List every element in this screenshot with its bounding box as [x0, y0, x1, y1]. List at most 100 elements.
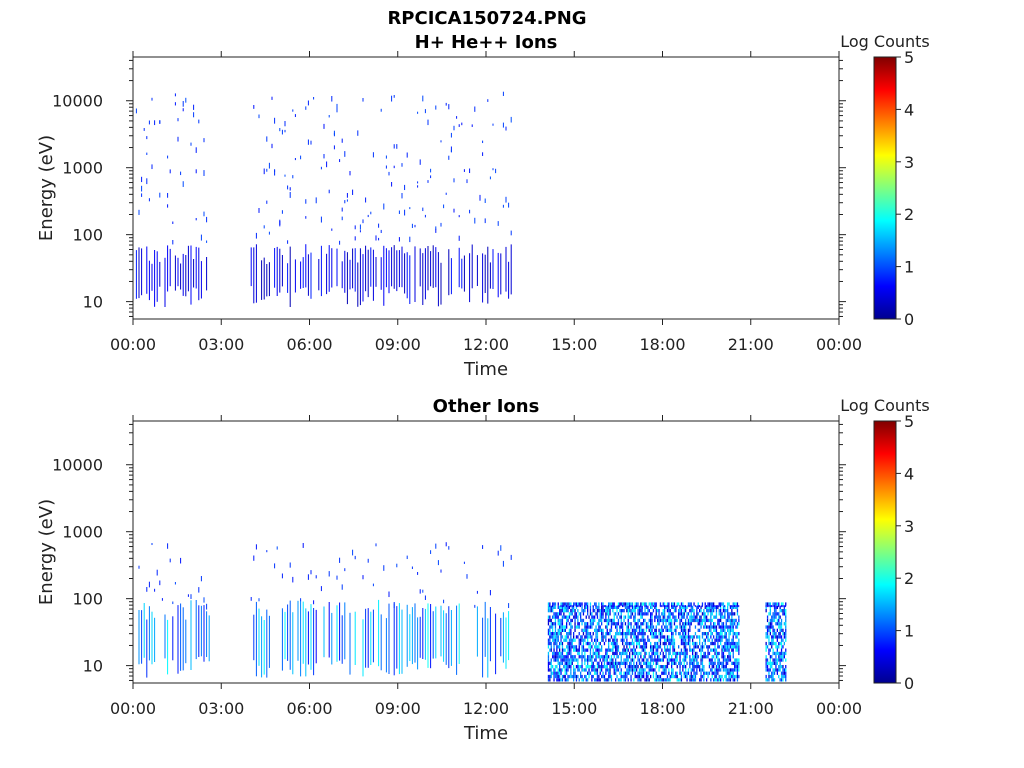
spectrogram-cell — [637, 658, 639, 662]
spectrogram-cell — [560, 605, 562, 609]
spectrogram-cell — [665, 638, 667, 642]
spectrogram-cell — [766, 632, 769, 636]
spectrogram-cell — [685, 622, 687, 626]
spectrogram-cell — [732, 671, 734, 675]
spectrogram-cell — [641, 665, 643, 669]
spectrogram-cell — [671, 661, 673, 665]
spectrogram-cell — [671, 655, 673, 659]
spectrogram-speckle — [159, 192, 161, 198]
spectrogram-cell — [682, 622, 684, 626]
spectrogram-cell — [601, 665, 603, 669]
spectrogram-cell — [582, 632, 585, 636]
spectrogram-cell — [717, 671, 719, 675]
spectrogram-cell — [596, 609, 599, 613]
spectrogram-speckle — [313, 97, 315, 100]
spectrogram-cell — [671, 605, 673, 609]
spectrogram-cell — [658, 615, 660, 619]
spectrogram-cell — [779, 641, 781, 646]
spectrogram-speckle — [315, 575, 317, 579]
spectrogram-cell — [658, 632, 660, 636]
spectrogram-cell — [765, 674, 767, 679]
spectrogram-streak — [302, 601, 304, 664]
spectrogram-cell — [644, 618, 646, 623]
spectrogram-cell — [732, 625, 734, 629]
x-tick-label: 18:00 — [639, 699, 685, 718]
spectrogram-cell — [713, 605, 715, 609]
spectrogram-cell — [711, 665, 713, 669]
spectrogram-cell — [627, 678, 629, 682]
spectrogram-cell — [727, 671, 729, 675]
spectrogram-cell — [665, 628, 667, 632]
spectrogram-cell — [669, 678, 671, 682]
spectrogram-cell — [713, 625, 715, 629]
spectrogram-cell — [769, 648, 771, 652]
spectrogram-cell — [589, 602, 592, 606]
spectrogram-cell — [613, 605, 615, 609]
spectrogram-cell — [629, 632, 631, 636]
spectrogram-cell — [776, 635, 778, 639]
spectrogram-cell — [557, 671, 559, 675]
spectrogram-cell — [765, 648, 767, 652]
spectrogram-streak — [200, 261, 202, 299]
spectrogram-cell — [708, 605, 710, 608]
spectrogram-cell — [685, 671, 687, 675]
spectrogram-cell — [629, 668, 631, 672]
spectrogram-streak — [310, 252, 312, 299]
spectrogram-cell — [605, 609, 607, 613]
spectrogram-cell — [704, 641, 706, 646]
colorbar-tick-label: 0 — [904, 674, 914, 693]
spectrogram-speckle — [182, 101, 184, 107]
spectrogram-cell — [622, 635, 624, 639]
spectrogram-cell — [704, 625, 706, 629]
spectrogram-cell — [696, 609, 698, 613]
spectrogram-cell — [571, 609, 573, 613]
spectrogram-cell — [651, 645, 653, 649]
spectrogram-streak — [344, 602, 346, 660]
spectrogram-cell — [609, 668, 611, 672]
spectrogram-cell — [727, 655, 729, 659]
spectrogram-cell — [616, 645, 618, 649]
spectrogram-cell — [610, 628, 613, 632]
spectrogram-cell — [725, 665, 727, 669]
spectrogram-cell — [711, 612, 713, 616]
spectrogram-cell — [785, 665, 787, 669]
spectrogram-cell — [686, 615, 688, 619]
spectrogram-cell — [606, 609, 608, 613]
y-tick-label: 10000 — [52, 456, 103, 475]
spectrogram-cell — [725, 678, 727, 682]
spectrogram-cell — [641, 609, 643, 613]
spectrogram-cell — [713, 609, 715, 613]
spectrogram-cell — [785, 638, 787, 642]
spectrogram-cell — [718, 632, 720, 636]
spectrogram-cell — [561, 661, 564, 665]
spectrogram-cell — [595, 658, 597, 662]
spectrogram-cell — [706, 605, 708, 609]
spectrogram-cell — [671, 625, 673, 629]
spectrogram-cell — [654, 651, 656, 656]
spectrogram-cell — [672, 602, 674, 606]
spectrogram-cell — [622, 609, 624, 613]
spectrogram-cell — [615, 671, 617, 675]
spectrogram-cell — [634, 635, 636, 639]
spectrogram-cell — [666, 605, 668, 608]
spectrogram-cell — [686, 641, 688, 646]
spectrogram-cell — [708, 661, 711, 665]
spectrogram-cell — [602, 638, 604, 642]
spectrogram-cell — [580, 605, 581, 608]
spectrogram-cell — [556, 635, 558, 639]
spectrogram-streak — [297, 600, 299, 661]
spectrogram-speckle — [474, 106, 476, 112]
spectrogram-cell — [553, 641, 555, 646]
spectrogram-cell — [623, 605, 625, 608]
spectrogram-cell — [665, 648, 667, 652]
spectrogram-cell — [676, 655, 678, 659]
spectrogram-cell — [623, 618, 625, 623]
spectrogram-cell — [676, 651, 678, 656]
spectrogram-cell — [547, 658, 550, 662]
spectrogram-cell — [631, 655, 634, 659]
spectrogram-cell — [694, 641, 697, 646]
spectrogram-cell — [685, 668, 687, 672]
spectrogram-cell — [696, 651, 698, 656]
spectrogram-cell — [672, 641, 674, 646]
spectrogram-cell — [568, 648, 571, 652]
